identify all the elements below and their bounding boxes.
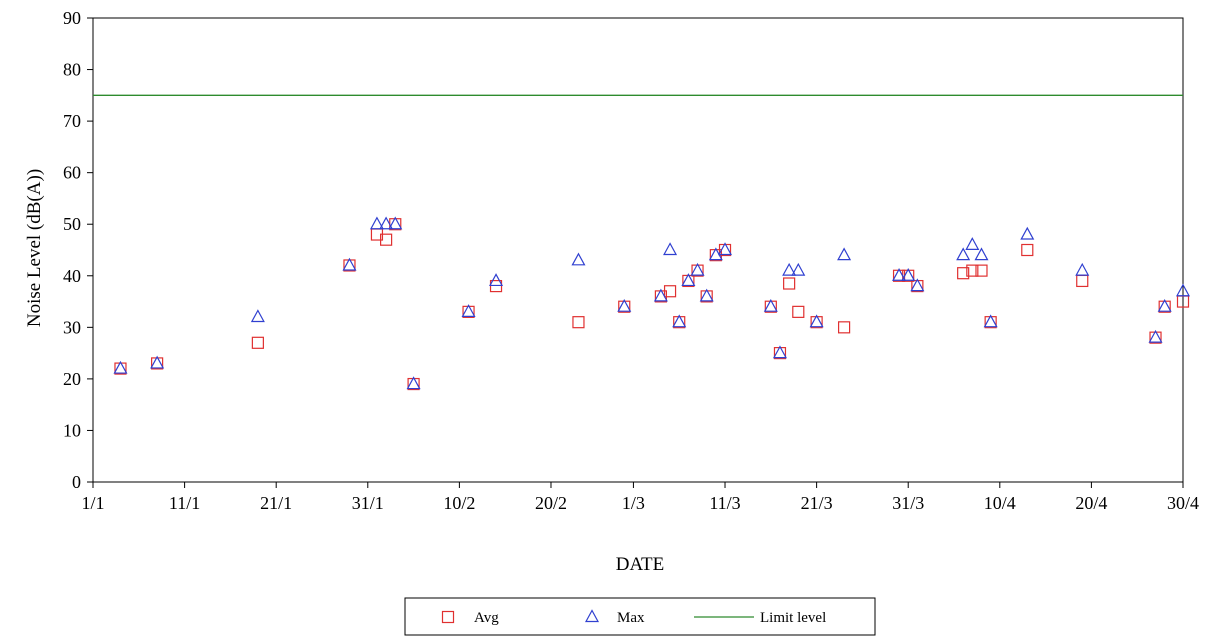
max-point [965,237,980,250]
y-tick-label: 10 [63,420,81,440]
legend: Avg Max Limit level [404,597,876,636]
y-tick-label: 20 [63,369,81,389]
avg-point [380,233,393,246]
avg-point [957,267,970,280]
x-tick-label: 31/1 [352,493,384,513]
x-tick-label: 30/4 [1167,493,1199,513]
max-point [388,216,403,230]
max-point [690,262,705,276]
max-point [956,247,971,261]
max-point [571,252,586,266]
max-point [763,298,778,312]
x-tick-label: 10/4 [984,493,1016,513]
x-tick-label: 10/2 [443,493,475,513]
max-point [672,314,687,328]
x-tick-label: 11/1 [169,493,200,513]
y-tick-label: 90 [63,8,81,28]
avg-point [783,277,796,290]
x-tick-label: 20/4 [1075,493,1107,513]
avg-point [489,279,503,293]
max-point [681,273,696,287]
plot-area: 0 10 20 30 40 50 60 70 80 90 1/1 11/1 21/1 31/1 10/2 20… [63,8,1199,513]
max-point [791,262,806,276]
legend-box [404,597,876,636]
x-axis-title: DATE [616,554,665,575]
max-point [718,242,733,256]
max-point [1175,283,1191,297]
max-point [113,360,128,374]
legend-label: Max [617,610,645,626]
max-point [1148,329,1163,343]
max-point [809,314,824,328]
max-point [1075,262,1090,276]
max-point [772,345,787,359]
max-point [369,216,384,230]
x-tick-label: 21/3 [801,493,833,513]
max-point [406,376,421,390]
y-tick-label: 80 [63,60,81,80]
avg-point [792,305,805,318]
y-axis-title: Noise Level (dB(A)) [24,169,45,327]
x-tick-label: 11/3 [709,493,740,513]
y-tick-label: 40 [63,266,81,286]
x-tick-label: 20/2 [535,493,567,513]
x-tick-label: 21/1 [260,493,292,513]
max-point [653,288,668,302]
data-marks [93,94,1191,391]
max-point [1157,298,1172,312]
avg-point [663,285,677,298]
avg-point [1021,243,1034,257]
max-point [837,247,852,261]
avg-point [251,336,264,349]
max-point [782,262,797,276]
max-point [892,268,907,281]
max-point [983,314,998,328]
avg-point [966,264,979,277]
x-tick-label: 31/3 [892,493,924,513]
avg-point [975,264,988,277]
plot-frame [92,17,1184,483]
y-tick-label: 50 [63,214,81,234]
x-tick-label: 1/1 [81,493,104,513]
max-point [489,273,504,287]
legend-label: Avg [474,610,499,626]
max-point [699,288,714,302]
legend-swatch-avg [441,610,455,624]
max-point [901,268,916,281]
max-point [250,309,265,323]
legend-swatch-max [584,609,600,623]
y-tick-label: 30 [63,317,81,337]
max-point [974,247,989,261]
max-point [379,216,394,230]
max-point [342,257,357,271]
max-point [461,304,476,317]
y-tick-label: 70 [63,111,81,131]
x-tick-label: 1/3 [622,493,645,513]
max-point [1020,226,1035,240]
avg-point [837,321,851,334]
legend-label: Limit level [760,610,826,626]
y-tick-label: 60 [63,163,81,183]
y-tick-label: 0 [72,472,81,492]
max-point [663,242,678,256]
max-point [910,278,925,292]
max-point [617,298,632,312]
avg-point [1076,274,1089,288]
max-point [150,355,165,369]
avg-point [572,316,585,329]
